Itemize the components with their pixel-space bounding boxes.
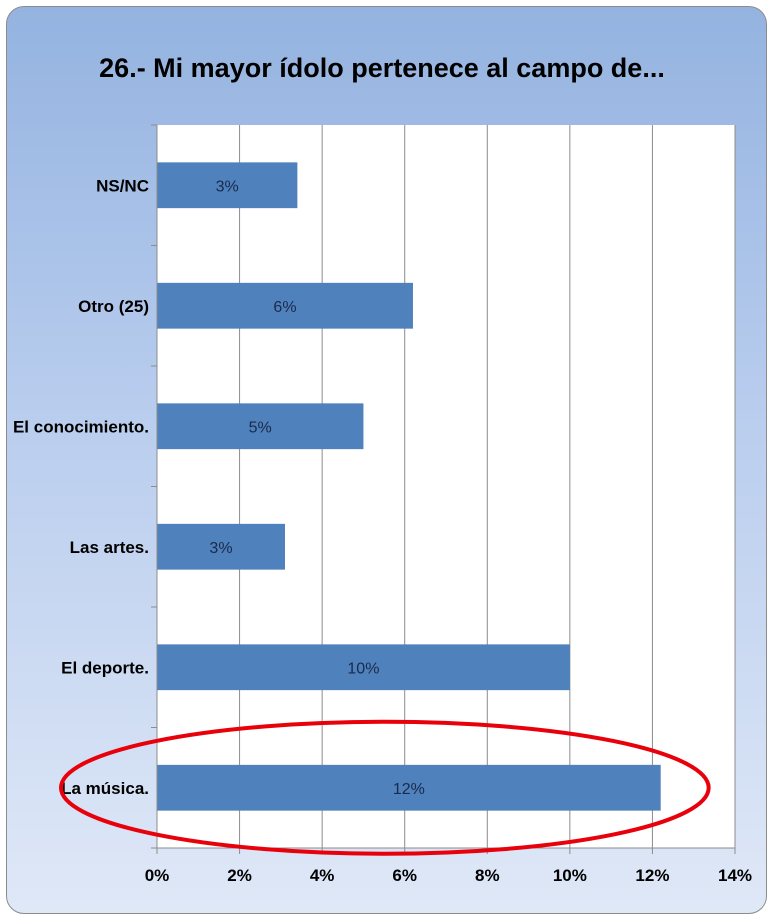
data-label: 12% xyxy=(393,781,425,798)
category-label: NS/NC xyxy=(96,176,149,195)
x-tick-label: 10% xyxy=(553,866,587,885)
x-tick-label: 2% xyxy=(227,866,252,885)
chart-frame: 26.- Mi mayor ídolo pertenece al campo d… xyxy=(6,6,767,914)
x-tick-label: 14% xyxy=(718,866,752,885)
data-label: 10% xyxy=(347,660,379,677)
x-tick-label: 8% xyxy=(475,866,500,885)
x-tick-label: 12% xyxy=(635,866,669,885)
bar xyxy=(157,403,364,450)
category-label: La música. xyxy=(61,779,149,798)
bar xyxy=(157,282,413,329)
category-label: El deporte. xyxy=(61,658,149,677)
bar xyxy=(157,523,285,570)
bar xyxy=(157,162,298,209)
x-tick-label: 0% xyxy=(145,866,170,885)
x-tick-label: 4% xyxy=(310,866,335,885)
bar xyxy=(157,764,661,811)
category-label: El conocimiento. xyxy=(13,417,149,436)
data-label: 5% xyxy=(249,419,272,436)
category-label: Otro (25) xyxy=(78,297,149,316)
x-tick-label: 6% xyxy=(392,866,417,885)
bar xyxy=(157,644,570,691)
plot-area xyxy=(157,125,735,848)
category-label: Las artes. xyxy=(70,538,149,557)
data-label: 3% xyxy=(216,178,239,195)
data-label: 3% xyxy=(209,540,232,557)
bar-chart: 26.- Mi mayor ídolo pertenece al campo d… xyxy=(13,53,752,885)
highlight-ellipse xyxy=(59,719,711,856)
chart-title: 26.- Mi mayor ídolo pertenece al campo d… xyxy=(99,53,665,83)
data-label: 6% xyxy=(273,299,296,316)
